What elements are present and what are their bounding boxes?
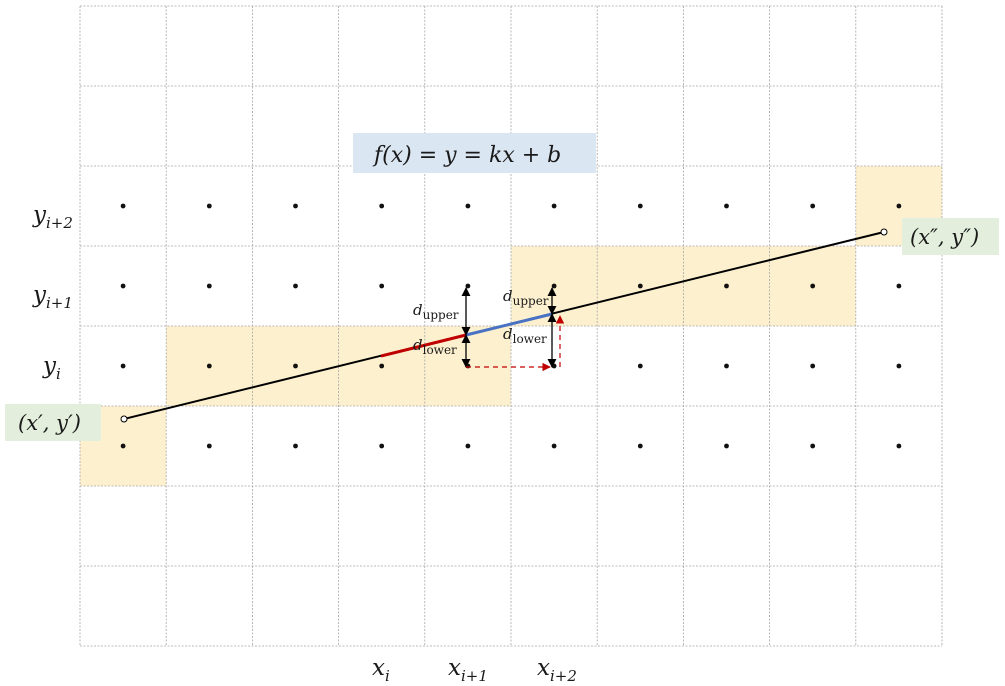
- pixel-center-dot: [379, 363, 385, 369]
- pixel-center-dot: [724, 203, 729, 209]
- d-lower-label-1: dlower: [413, 336, 457, 357]
- pixel-center-dot: [465, 283, 471, 289]
- pixel-center-dot: [810, 203, 816, 209]
- pixel-center-dot: [896, 283, 902, 289]
- pixel-center-dot: [206, 203, 212, 209]
- x-label-i-plus-2: xi+2: [537, 655, 577, 685]
- pixel-center-dot: [724, 443, 729, 449]
- formula-box: f(x) = y = kx + b: [353, 133, 596, 173]
- pixel-center-dot: [637, 203, 643, 209]
- d-lower-label-2: dlower: [503, 325, 547, 346]
- pixel-centers: [120, 203, 902, 449]
- pixel-center-dot: [551, 283, 557, 289]
- pixel-center-dot: [379, 443, 385, 449]
- pixel-center-dot: [206, 283, 212, 289]
- svg-text:f(x) = y = kx + b: f(x) = y = kx + b: [372, 143, 561, 168]
- y-label-i-plus-2: yi+2: [32, 202, 73, 232]
- pixel-center-dot: [206, 363, 212, 369]
- pixel-center-dot: [293, 363, 298, 369]
- pixel-center-dot: [293, 203, 298, 209]
- start-point-label: (x′, y′): [5, 404, 101, 441]
- d-upper-label-1: dupper: [413, 301, 459, 322]
- pixel-center-dot: [551, 443, 557, 449]
- pixel-center-dot: [896, 363, 902, 369]
- formula-lhs: f(x) = y =: [372, 143, 489, 168]
- end-point-marker: [880, 228, 888, 236]
- formula-slope-k: k: [489, 143, 502, 168]
- start-point-marker: [120, 415, 128, 423]
- pixel-center-dot: [120, 283, 126, 289]
- pixel-center-dot: [637, 363, 643, 369]
- formula-rhs: x + b: [502, 143, 561, 168]
- svg-text:(x″, y″): (x″, y″): [910, 225, 979, 249]
- pixel-center-dot: [810, 283, 816, 289]
- x-label-i: xi: [372, 655, 390, 685]
- pixel-center-dot: [637, 283, 643, 289]
- pixel-center-dot: [206, 443, 212, 449]
- pixel-center-dot: [637, 443, 643, 449]
- pixel-center-dot: [293, 443, 298, 449]
- y-label-i: yi: [42, 353, 61, 383]
- pixel-center-dot: [379, 283, 385, 289]
- pixel-center-dot: [465, 443, 471, 449]
- pixel-center-dot: [120, 203, 126, 209]
- end-point-label: (x″, y″): [902, 218, 999, 255]
- pixel-center-dot: [810, 443, 816, 449]
- pixel-center-dot: [293, 283, 298, 289]
- red-segment: [380, 333, 467, 358]
- d-upper-label-2: dupper: [503, 287, 549, 308]
- pixel-grid: [79, 5, 943, 647]
- blue-segment: [465, 312, 553, 337]
- pixel-center-dot: [810, 363, 816, 369]
- y-label-i-plus-1: yi+1: [32, 282, 73, 312]
- pixel-center-dot: [465, 203, 471, 209]
- pixel-center-dot: [551, 203, 557, 209]
- pixel-center-dot: [896, 443, 902, 449]
- pixel-center-dot: [120, 443, 126, 449]
- svg-text:(x′, y′): (x′, y′): [18, 411, 81, 435]
- pixel-center-dot: [120, 363, 126, 369]
- pixel-center-dot: [379, 203, 385, 209]
- pixel-center-dot: [724, 363, 729, 369]
- pixel-center-dot: [724, 283, 729, 289]
- pixel-center-dot: [896, 203, 902, 209]
- x-label-i-plus-1: xi+1: [448, 655, 488, 685]
